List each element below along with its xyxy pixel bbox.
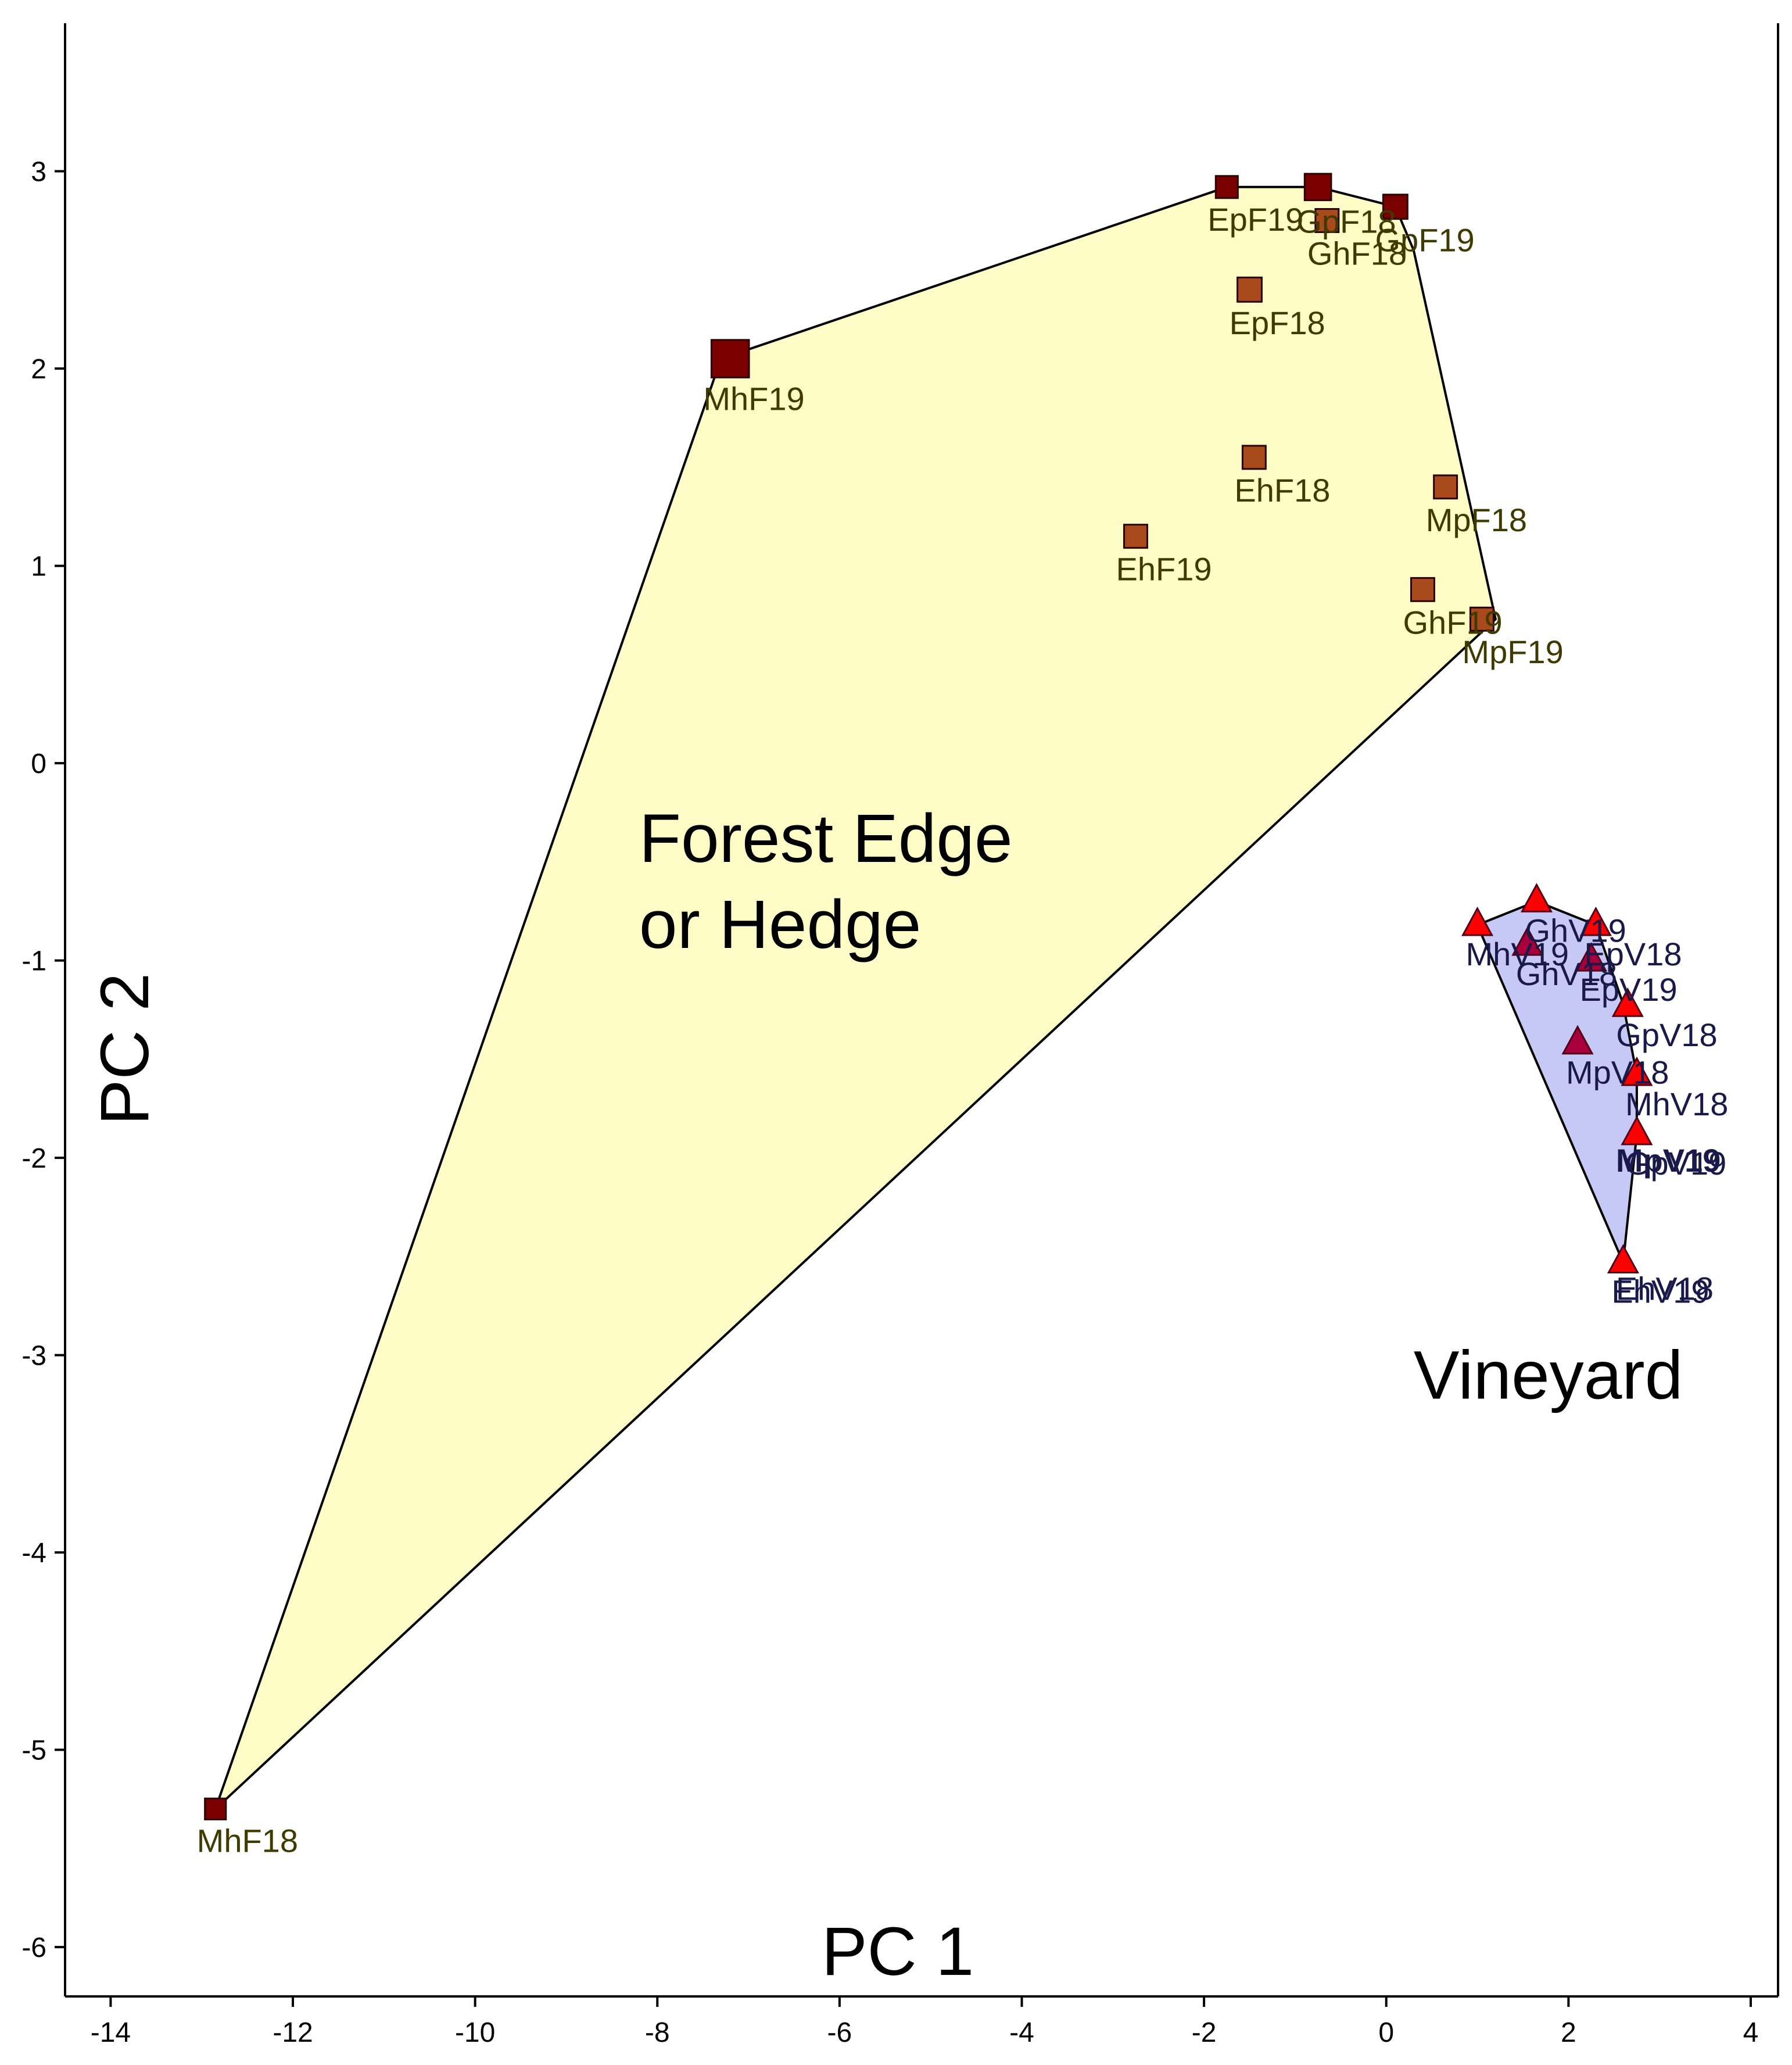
x-tick-label: -2 bbox=[1192, 2017, 1217, 2048]
y-tick-label: 1 bbox=[31, 552, 46, 582]
x-tick-label: -4 bbox=[1009, 2017, 1034, 2048]
label-ghv18: GhV18 bbox=[1516, 955, 1617, 992]
y-axis-title: PC 2 bbox=[87, 973, 163, 1125]
label-mhf19: MhF19 bbox=[703, 380, 804, 417]
x-tick-label: -10 bbox=[455, 2017, 495, 2048]
point-ehf18 bbox=[1241, 445, 1267, 470]
point-ghv18 bbox=[1511, 926, 1544, 956]
x-tick-label: 2 bbox=[1561, 2017, 1576, 2048]
point-epv19 bbox=[1575, 942, 1608, 972]
region-label-2: Vineyard bbox=[1414, 1337, 1683, 1413]
point-mpf18 bbox=[1433, 474, 1458, 500]
label-gpv18: GpV18 bbox=[1616, 1017, 1717, 1053]
point-mhv19 bbox=[1461, 906, 1494, 936]
label-epf19: EpF19 bbox=[1207, 201, 1303, 238]
y-tick-label: -4 bbox=[21, 1538, 46, 1569]
label-epv19: EpV19 bbox=[1580, 971, 1678, 1008]
label-mpf19: MpF19 bbox=[1462, 634, 1563, 670]
x-tick-label: -6 bbox=[827, 2017, 852, 2048]
point-mhf19 bbox=[710, 339, 750, 378]
label-gpf18: GpF18 bbox=[1296, 203, 1396, 240]
label-mhv19: MhV19 bbox=[1466, 936, 1569, 972]
region-label-line: Vineyard bbox=[1414, 1337, 1683, 1413]
region-labels: Forest Edge or Hedge Vineyard bbox=[639, 800, 1683, 1413]
hull-forest-edge-or-hedge bbox=[214, 185, 1497, 1810]
y-tick-label: -1 bbox=[21, 946, 46, 977]
label-mhv18: MhV18 bbox=[1625, 1086, 1728, 1122]
point-ghv19 bbox=[1520, 883, 1553, 912]
point-mhf18 bbox=[204, 1797, 227, 1821]
y-tick-label: -2 bbox=[21, 1143, 46, 1174]
data-points bbox=[204, 173, 1653, 1821]
y-tick-label: 3 bbox=[31, 157, 46, 188]
x-tick-label: -14 bbox=[91, 2017, 131, 2048]
point-gpf19 bbox=[1382, 194, 1408, 220]
region-label-line: Forest Edge bbox=[639, 800, 1013, 877]
label-ehf19: EhF19 bbox=[1116, 551, 1212, 588]
x-tick-label: 4 bbox=[1743, 2017, 1759, 2048]
label-mpv19: MpV19 bbox=[1616, 1142, 1721, 1179]
y-tick-label: 0 bbox=[31, 749, 46, 779]
label-ehf18: EhF18 bbox=[1234, 472, 1330, 509]
label-gpf19: GpF19 bbox=[1375, 222, 1475, 259]
y-tick-label: 2 bbox=[31, 354, 46, 385]
point-epf18 bbox=[1237, 276, 1263, 303]
x-tick-label: -8 bbox=[645, 2017, 670, 2048]
label-ghf19: GhF19 bbox=[1403, 604, 1502, 640]
point-gpf18 bbox=[1303, 173, 1332, 202]
group-hulls bbox=[214, 185, 1638, 1810]
y-ticks: -6 -5 -4 -3 -2 -1 0 1 2 3 bbox=[21, 157, 65, 1963]
y-tick-label: -6 bbox=[21, 1932, 46, 1963]
label-mpf18: MpF18 bbox=[1426, 502, 1527, 538]
region-label-line: or Hedge bbox=[639, 886, 921, 963]
label-gpv19: GpV19 bbox=[1625, 1145, 1726, 1182]
point-ehf19 bbox=[1123, 524, 1148, 549]
point-ghf18 bbox=[1314, 208, 1340, 233]
point-epv18 bbox=[1579, 906, 1612, 936]
label-epf18: EpF18 bbox=[1230, 305, 1325, 341]
label-ghv19: GhV19 bbox=[1525, 912, 1626, 949]
point-ehv19 bbox=[1607, 1244, 1639, 1274]
x-axis-title: PC 1 bbox=[822, 1913, 974, 1990]
point-ghf19 bbox=[1410, 577, 1435, 602]
x-tick-label: -12 bbox=[273, 2017, 313, 2048]
label-epv18: EpV18 bbox=[1584, 936, 1682, 972]
point-gpv19 bbox=[1621, 1115, 1653, 1146]
label-ghf18: GhF18 bbox=[1307, 235, 1407, 271]
x-tick-label: 0 bbox=[1378, 2017, 1394, 2048]
label-mpv18: MpV18 bbox=[1566, 1054, 1669, 1091]
label-mhf18: MhF18 bbox=[197, 1823, 298, 1859]
region-label-1: Forest Edge or Hedge bbox=[639, 800, 1013, 963]
y-tick-label: -3 bbox=[21, 1341, 46, 1372]
label-ehv18: EhV18 bbox=[1616, 1271, 1714, 1307]
point-epf19 bbox=[1214, 175, 1239, 199]
point-mpf19 bbox=[1469, 606, 1494, 632]
y-tick-label: -5 bbox=[21, 1735, 46, 1766]
label-ehv19: EhV19 bbox=[1611, 1273, 1709, 1310]
point-mhv18 bbox=[1621, 1056, 1653, 1086]
point-mpv18 bbox=[1561, 1025, 1594, 1055]
x-ticks: -14 -12 -10 -8 -6 -4 -2 0 2 4 bbox=[91, 1996, 1759, 2048]
point-gpv18 bbox=[1611, 987, 1644, 1017]
